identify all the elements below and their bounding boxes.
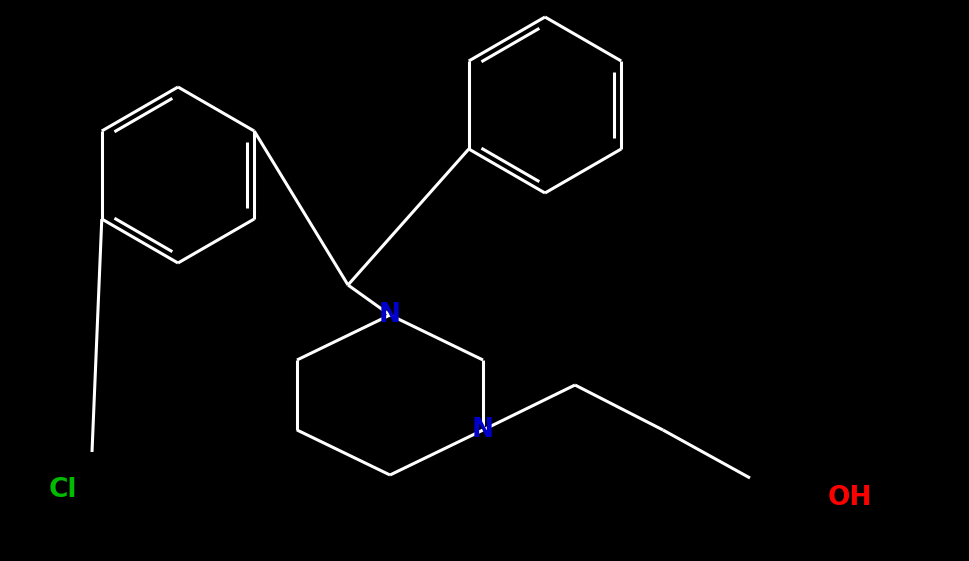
Text: N: N: [379, 302, 400, 328]
Text: Cl: Cl: [48, 477, 78, 503]
Text: OH: OH: [827, 485, 871, 511]
Text: N: N: [472, 417, 493, 443]
